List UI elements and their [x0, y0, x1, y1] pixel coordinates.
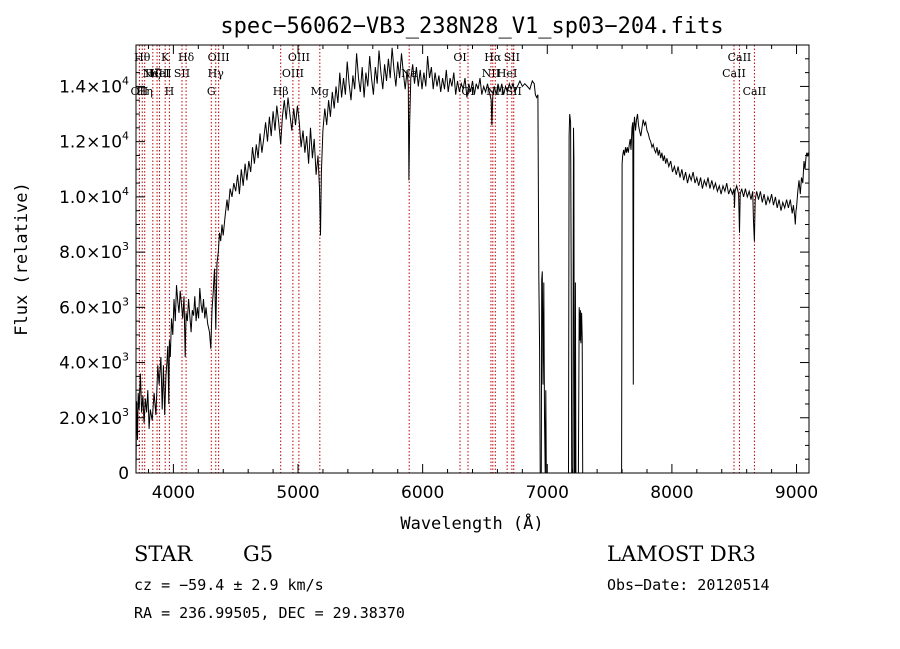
reference-line-label: Hα [484, 51, 502, 64]
reference-line-label: OII [131, 85, 149, 98]
reference-line-label: OI [453, 51, 466, 64]
reference-line-label: Mg [311, 85, 329, 98]
velocity-text: cz = −59.4 ± 2.9 km/s [134, 576, 324, 594]
reference-line-label: Hη [137, 85, 153, 98]
reference-line-label: K [161, 51, 170, 64]
spectrum-line [135, 47, 809, 474]
y-tick-label: 1.2×104 [59, 130, 129, 153]
survey-name: LAMOST DR3 [607, 542, 756, 566]
x-tick-label: 7000 [526, 483, 569, 503]
reference-lines [138, 45, 755, 473]
reference-line-label: H [165, 85, 175, 98]
reference-line-label: NeIII [142, 67, 171, 80]
reference-line-label: SII [506, 85, 522, 98]
x-tick-label: 6000 [401, 483, 444, 503]
x-axis-label: Wavelength (Å) [400, 512, 543, 534]
y-axis-ticks: 0 2.0×103 4.0×103 6.0×103 8.0×103 1.0×104 1.2×… [59, 58, 809, 484]
coordinates-text: RA = 236.99505, DEC = 29.38370 [134, 604, 405, 622]
reference-line-label: CaII [728, 51, 752, 64]
reference-line-label: NII [482, 67, 500, 80]
reference-line-label: OIII [208, 51, 230, 64]
x-tick-label: 8000 [650, 483, 693, 503]
y-tick-label: 0 [118, 464, 129, 484]
reference-line-label: Hγ [208, 67, 225, 80]
x-axis-ticks: 4000 5000 6000 7000 8000 9000 [147, 45, 818, 503]
object-subclass: G5 [243, 542, 273, 566]
y-tick-label: 4.0×103 [59, 351, 129, 374]
obs-date-text: Obs−Date: 20120514 [607, 576, 770, 594]
reference-line-label: OIII [288, 51, 310, 64]
reference-line-label: CaII [743, 85, 767, 98]
reference-line-label: Hζ [145, 67, 161, 80]
y-tick-label: 1.0×104 [59, 185, 129, 208]
reference-line-label: HeI [149, 67, 169, 80]
reference-line-label: OIII [282, 67, 304, 80]
x-tick-label: 9000 [775, 483, 818, 503]
reference-line-label: HeI [497, 67, 517, 80]
y-tick-label: 8.0×103 [59, 240, 129, 263]
chart-title: spec−56062−VB3_238N28_V1_sp03−204.fits [220, 14, 723, 39]
reference-line-label: Hθ [134, 51, 151, 64]
x-tick-label: 4000 [152, 483, 195, 503]
plot-frame [135, 44, 810, 474]
reference-line-label: CaII [722, 67, 746, 80]
reference-line-label: SII [504, 51, 520, 64]
reference-line-labels: OIIHθHηHζNeIIIHeIKHSIIHδGHγOIIIHβOIIIOII… [131, 51, 767, 98]
reference-line-label: Hδ [178, 51, 195, 64]
reference-line-label: SII [174, 67, 190, 80]
y-axis-label: Flux (relative) [12, 182, 32, 336]
reference-line-label: G [207, 85, 216, 98]
y-tick-label: 1.4×104 [59, 74, 129, 97]
reference-line-label: Hβ [273, 85, 289, 98]
y-tick-label: 6.0×103 [59, 295, 129, 318]
y-tick-label: 2.0×103 [59, 406, 129, 429]
x-tick-label: 5000 [276, 483, 319, 503]
object-class: STAR [134, 542, 193, 566]
